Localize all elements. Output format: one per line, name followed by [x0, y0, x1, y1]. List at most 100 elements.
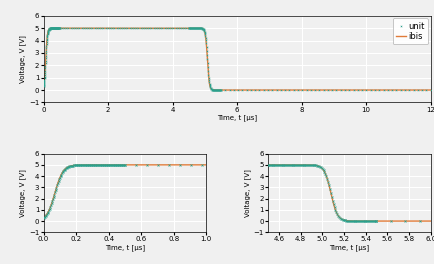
unit: [52, 26, 59, 30]
unit: [405, 88, 412, 92]
Point: [264, 163, 271, 167]
unit: [189, 26, 196, 30]
Point: [280, 163, 287, 167]
unit: [189, 26, 196, 30]
Point: [270, 163, 276, 167]
Point: [61, 167, 68, 172]
Point: [313, 164, 320, 168]
Point: [117, 163, 124, 167]
unit: [197, 26, 204, 30]
Point: [82, 163, 89, 167]
unit: [139, 26, 146, 30]
Point: [96, 163, 103, 167]
unit: [148, 26, 155, 30]
Point: [187, 163, 194, 167]
unit: [392, 88, 399, 92]
unit: [194, 26, 201, 30]
Point: [75, 163, 82, 167]
unit: [205, 78, 212, 82]
unit: [54, 26, 61, 30]
Point: [308, 163, 315, 167]
unit: [49, 26, 56, 30]
unit: [50, 26, 57, 30]
Point: [205, 163, 212, 167]
unit: [201, 32, 208, 36]
Point: [265, 163, 272, 167]
unit: [56, 26, 63, 30]
Point: [360, 219, 367, 223]
unit: [55, 26, 62, 30]
unit: [48, 26, 55, 30]
unit: [183, 26, 190, 30]
Point: [374, 163, 381, 167]
Point: [296, 163, 302, 167]
ibis: [327, 88, 332, 92]
unit: [188, 26, 195, 30]
unit: [185, 26, 192, 30]
Point: [302, 163, 309, 167]
unit: [44, 30, 51, 34]
Point: [56, 176, 63, 180]
Point: [276, 163, 283, 167]
unit: [48, 26, 55, 30]
unit: [190, 26, 197, 30]
unit: [209, 88, 216, 92]
unit: [195, 26, 202, 30]
Point: [253, 163, 260, 167]
Point: [44, 163, 51, 167]
Point: [176, 163, 183, 167]
unit: [214, 88, 221, 92]
Point: [67, 164, 74, 168]
unit: [49, 26, 56, 30]
Point: [47, 205, 54, 209]
unit: [51, 26, 58, 30]
Point: [72, 163, 79, 167]
unit: [132, 26, 139, 30]
unit: [194, 26, 201, 30]
Point: [329, 202, 336, 206]
unit: [213, 88, 220, 92]
unit: [190, 26, 197, 30]
unit: [53, 26, 60, 30]
Point: [309, 163, 316, 167]
unit: [191, 26, 197, 30]
unit: [213, 88, 220, 92]
Point: [288, 163, 295, 167]
unit: [60, 26, 67, 30]
Point: [299, 163, 306, 167]
Point: [266, 163, 273, 167]
Point: [364, 219, 371, 223]
unit: [93, 26, 100, 30]
unit: [43, 44, 50, 48]
unit: [56, 26, 62, 30]
unit: [46, 27, 53, 31]
Point: [345, 219, 352, 223]
Point: [95, 163, 102, 167]
unit: [51, 26, 58, 30]
Point: [332, 210, 339, 214]
unit: [409, 88, 416, 92]
unit: [238, 88, 245, 92]
ibis: [240, 88, 245, 92]
Point: [370, 219, 377, 223]
unit: [51, 26, 58, 30]
Point: [87, 163, 94, 167]
unit: [221, 88, 228, 92]
Point: [290, 163, 297, 167]
Point: [359, 219, 366, 223]
unit: [208, 87, 215, 91]
unit: [53, 26, 60, 30]
Point: [371, 219, 378, 223]
unit: [194, 26, 201, 30]
unit: [55, 26, 62, 30]
unit: [43, 51, 49, 55]
unit: [209, 88, 216, 92]
unit: [41, 73, 48, 77]
unit: [379, 88, 386, 92]
unit: [53, 26, 60, 30]
Point: [49, 197, 56, 201]
unit: [62, 26, 69, 30]
unit: [48, 26, 55, 30]
unit: [52, 26, 59, 30]
unit: [289, 88, 296, 92]
